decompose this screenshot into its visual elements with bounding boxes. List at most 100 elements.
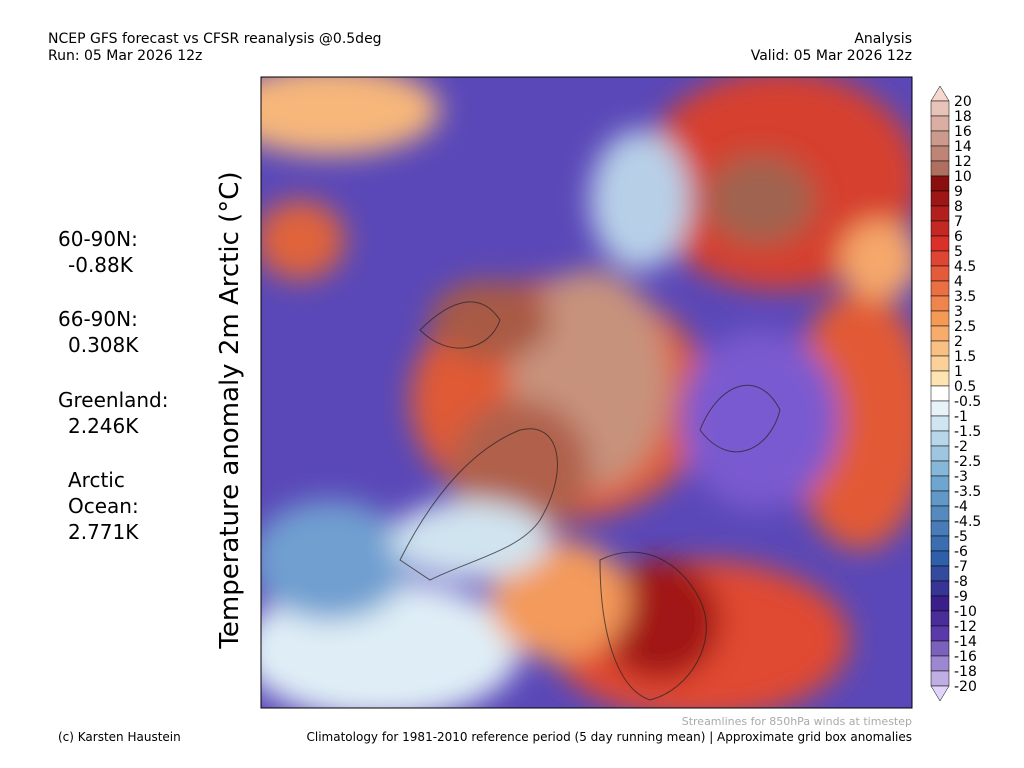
colorbar-bin xyxy=(930,250,950,267)
colorbar-label: 4 xyxy=(954,274,963,290)
colorbar-bin xyxy=(930,595,950,612)
colorbar-label: 18 xyxy=(954,109,972,125)
colorbar-label: -16 xyxy=(954,649,977,665)
colorbar-bin xyxy=(930,175,950,192)
colorbar-cap xyxy=(930,85,950,102)
colorbar-label: -3.5 xyxy=(954,484,981,500)
colorbar-bin xyxy=(930,400,950,417)
stat-label: 66-90N: xyxy=(58,307,138,331)
colorbar-label: -8 xyxy=(954,574,968,590)
stat: 66-90N: 0.308K xyxy=(58,306,138,358)
colorbar-bin xyxy=(930,475,950,492)
colorbar-bin xyxy=(930,505,950,522)
colorbar-label: -20 xyxy=(954,679,977,695)
colorbar-bin xyxy=(930,355,950,372)
colorbar-label: 0.5 xyxy=(954,379,976,395)
colorbar-label: 2.5 xyxy=(954,319,976,335)
map-frame xyxy=(260,76,913,709)
colorbar-bin xyxy=(930,430,950,447)
climatology-note: Climatology for 1981-2010 reference peri… xyxy=(306,730,913,744)
colorbar-label: -1 xyxy=(954,409,968,425)
colorbar-label: -4 xyxy=(954,499,968,515)
colorbar-label: -3 xyxy=(954,469,968,485)
colorbar-bin xyxy=(930,145,950,162)
axis-label: Temperature anomaly 2m Arctic (°C) xyxy=(215,171,245,649)
colorbar-label: 14 xyxy=(954,139,972,155)
stat-value: 0.308K xyxy=(68,333,139,357)
stat-value: 2.246K xyxy=(68,414,139,438)
colorbar-label: -2 xyxy=(954,439,968,455)
colorbar-label: 7 xyxy=(954,214,963,230)
colorbar-label: 2 xyxy=(954,334,963,350)
colorbar-bin xyxy=(930,280,950,297)
stat-label: Greenland: xyxy=(58,388,169,412)
colorbar-label: 12 xyxy=(954,154,972,170)
colorbar-label: 1.5 xyxy=(954,349,976,365)
colorbar-label: 3 xyxy=(954,304,963,320)
colorbar-bin xyxy=(930,190,950,207)
colorbar-bin xyxy=(930,580,950,597)
colorbar-label: -2.5 xyxy=(954,454,981,470)
colorbar-label: 16 xyxy=(954,124,972,140)
colorbar-bin xyxy=(930,220,950,237)
colorbar-label: 9 xyxy=(954,184,963,200)
colorbar-label: -10 xyxy=(954,604,977,620)
colorbar-label: -9 xyxy=(954,589,968,605)
colorbar-bin xyxy=(930,655,950,672)
colorbar-label: 20 xyxy=(954,94,972,110)
colorbar-label: 10 xyxy=(954,169,972,185)
colorbar-bin xyxy=(930,370,950,387)
colorbar-bin xyxy=(930,670,950,687)
colorbar-bin xyxy=(930,205,950,222)
colorbar-label: -5 xyxy=(954,529,968,545)
title: NCEP GFS forecast vs CFSR reanalysis @0.… xyxy=(48,31,382,47)
colorbar-label: -1.5 xyxy=(954,424,981,440)
colorbar-cap xyxy=(930,685,950,702)
colorbar-label: -12 xyxy=(954,619,977,635)
colorbar-label: -7 xyxy=(954,559,968,575)
colorbar-bin xyxy=(930,610,950,627)
colorbar-bin xyxy=(930,415,950,432)
colorbar-bin xyxy=(930,160,950,177)
stat: Greenland: 2.246K xyxy=(58,387,169,439)
colorbar-label: -4.5 xyxy=(954,514,981,530)
colorbar-bin xyxy=(930,310,950,327)
colorbar-label: -18 xyxy=(954,664,977,680)
stat-label: 60-90N: xyxy=(58,227,138,251)
colorbar-bin xyxy=(930,385,950,402)
colorbar-bin xyxy=(930,235,950,252)
colorbar-label: -0.5 xyxy=(954,394,981,410)
stat-value: 2.771K xyxy=(68,520,139,544)
colorbar-bin xyxy=(930,115,950,132)
run-time: Run: 05 Mar 2026 12z xyxy=(48,48,203,64)
streamline-note: Streamlines for 850hPa winds at timestep xyxy=(681,715,912,728)
colorbar-bin xyxy=(930,340,950,357)
colorbar-bin xyxy=(930,130,950,147)
colorbar: 201816141210987654.543.532.521.510.5-0.5… xyxy=(930,85,981,702)
colorbar-bin xyxy=(930,520,950,537)
colorbar-bin xyxy=(930,295,950,312)
colorbar-label: 3.5 xyxy=(954,289,976,305)
colorbar-bin xyxy=(930,490,950,507)
colorbar-label: 1 xyxy=(954,364,963,380)
colorbar-label: 8 xyxy=(954,199,963,215)
valid-time: Valid: 05 Mar 2026 12z xyxy=(750,48,912,64)
colorbar-label: 6 xyxy=(954,229,963,245)
colorbar-bin xyxy=(930,535,950,552)
map xyxy=(261,77,912,708)
stat-value: -0.88K xyxy=(68,253,133,277)
stat: 60-90N: -0.88K xyxy=(58,226,138,278)
colorbar-bin xyxy=(930,550,950,567)
colorbar-bin xyxy=(930,100,950,117)
colorbar-label: -6 xyxy=(954,544,968,560)
colorbar-bin xyxy=(930,445,950,462)
colorbar-bin xyxy=(930,265,950,282)
colorbar-label: -14 xyxy=(954,634,977,650)
colorbar-bin xyxy=(930,625,950,642)
credit: (c) Karsten Haustein xyxy=(58,730,181,744)
stat-label: Arctic Ocean: xyxy=(68,468,139,518)
colorbar-bin xyxy=(930,565,950,582)
colorbar-bin xyxy=(930,325,950,342)
colorbar-label: 5 xyxy=(954,244,963,260)
